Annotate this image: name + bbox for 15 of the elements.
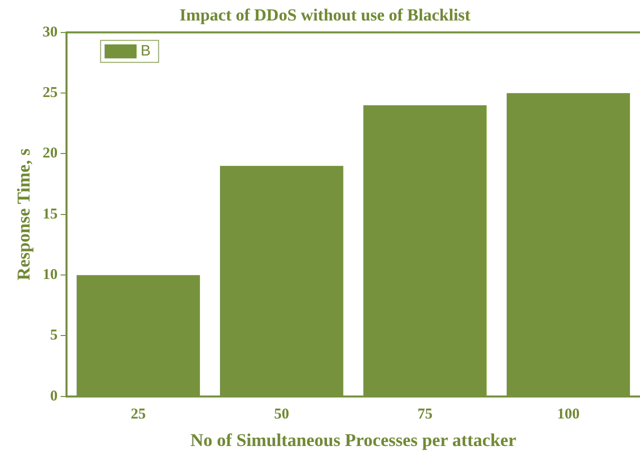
y-axis-title: Response Time, s — [13, 148, 34, 280]
x-tick-label: 75 — [417, 406, 432, 422]
x-tick-label: 50 — [274, 406, 290, 422]
y-tick-label: 15 — [42, 206, 58, 222]
y-tick-label: 20 — [42, 146, 58, 162]
y-tick-label: 5 — [50, 328, 58, 344]
y-tick-label: 10 — [42, 266, 58, 283]
chart-title: Impact of DDoS without use of Blacklist — [180, 6, 471, 25]
x-axis-title: No of Simultaneous Processes per attacker — [190, 430, 516, 450]
y-tick-label: 0 — [50, 388, 58, 404]
legend-label: B — [140, 42, 151, 60]
x-tick-label: 25 — [130, 406, 146, 422]
y-tick-label: 30 — [42, 24, 58, 40]
y-tick-label: 25 — [42, 84, 58, 101]
x-tick-label: 100 — [557, 406, 580, 422]
